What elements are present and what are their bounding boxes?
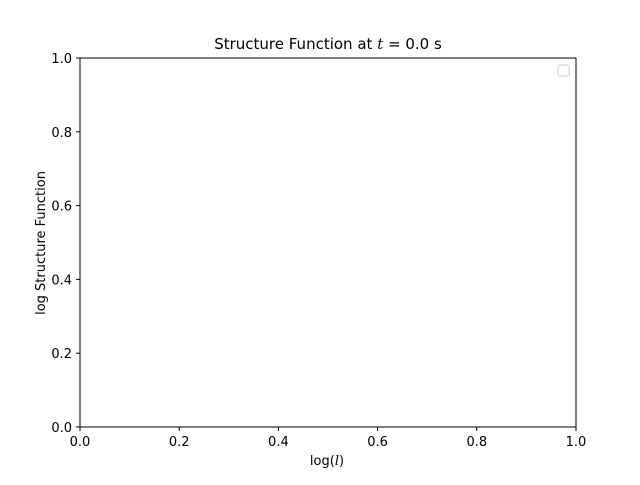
y-tick-label: 0.8 — [51, 126, 72, 141]
x-tick-label: 0.8 — [466, 435, 487, 450]
y-tick-label: 0.6 — [51, 200, 72, 215]
chart-title: Structure Function at t = 0.0 s — [214, 35, 442, 53]
x-axis-ticks: 0.0 0.2 0.4 0.6 0.8 1.0 — [70, 427, 587, 450]
x-axis-label-prefix: log( — [310, 454, 335, 469]
x-axis-label: log(l) — [310, 454, 344, 469]
x-tick-label: 0.2 — [169, 435, 190, 450]
chart-title-value: = 0.0 s — [388, 35, 442, 53]
chart-title-variable: t — [377, 35, 384, 53]
x-tick-label: 0.0 — [70, 435, 91, 450]
legend-box — [557, 64, 570, 77]
x-tick-label: 1.0 — [566, 435, 587, 450]
x-axis-label-suffix: ) — [339, 454, 344, 469]
y-tick-label: 0.4 — [51, 273, 72, 288]
plot-area-frame — [79, 57, 577, 428]
x-tick-label: 0.6 — [367, 435, 388, 450]
y-tick-label: 0.0 — [51, 421, 72, 436]
y-tick-label: 1.0 — [51, 52, 72, 67]
x-axis-label-variable: l — [335, 454, 339, 469]
x-tick-label: 0.4 — [268, 435, 289, 450]
y-axis-label: log Structure Function — [34, 171, 49, 315]
chart-title-text: Structure Function at — [214, 35, 372, 53]
y-tick-label: 0.2 — [51, 347, 72, 362]
y-axis-ticks: 0.0 0.2 0.4 0.6 0.8 1.0 — [51, 52, 80, 436]
